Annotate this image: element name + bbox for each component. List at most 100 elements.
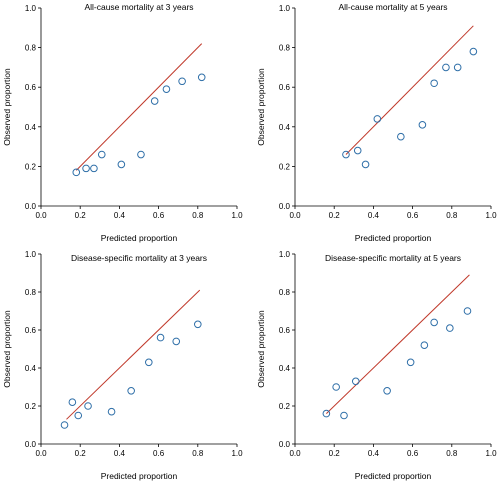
y-tick-label: 0.8 [279,44,291,53]
data-point [72,168,81,177]
data-point [90,164,98,173]
x-tick-label: 0.0 [289,449,301,458]
data-point [442,63,450,72]
data-point [197,73,206,82]
y-tick-label: 1.0 [279,4,291,13]
data-point [361,160,370,169]
reference-line [326,274,470,414]
chart-title: Disease-specific mortality at 5 years [325,253,461,263]
x-tick-label: 0.4 [114,211,126,220]
x-tick-label: 0.8 [192,449,204,458]
chart-panel-4: Disease-specific mortality at 5 years 0.0… [256,250,497,481]
data-point [397,132,405,141]
y-axis-label: Observed proportion [256,68,266,146]
chart-panel-1: All-cause mortality at 3 years 0.0 0.2 0.4 0… [2,2,243,243]
x-tick-label: 0.6 [407,211,419,220]
data-point [353,146,362,155]
x-tick-label: 1.0 [231,449,243,458]
y-tick-label: 0.6 [25,83,37,92]
y-tick-label: 0.2 [279,162,291,171]
data-point [453,63,462,72]
y-tick-label: 0.4 [25,123,37,132]
data-point [342,150,350,159]
data-point [107,407,116,416]
x-tick-label: 0.4 [368,211,380,220]
y-axis-label: Observed proportion [256,310,266,388]
x-tick-label: 0.4 [114,449,126,458]
y-tick-label: 0.4 [279,364,291,373]
x-tick-label: 1.0 [231,211,243,220]
data-point [178,77,186,86]
x-tick-label: 0.2 [75,449,87,458]
y-axis-label: Observed proportion [2,310,12,388]
y-tick-label: 0.2 [279,402,291,411]
x-axis-label: Predicted proportion [101,233,178,243]
chart-panel-2: All-cause mortality at 5 years 0.0 0.2 0.4 0… [256,2,497,243]
x-tick-label: 0.2 [329,211,341,220]
x-tick-label: 0.2 [329,449,341,458]
y-tick-label: 1.0 [25,4,37,13]
x-tick-label: 0.2 [75,211,87,220]
data-point [97,150,106,159]
data-point [68,398,77,407]
x-tick-label: 0.8 [446,449,458,458]
data-point [340,411,348,420]
chart-title: All-cause mortality at 5 years [338,2,447,12]
chart-title: All-cause mortality at 3 years [84,2,193,12]
data-point [194,320,202,329]
data-point [430,318,438,327]
data-point [406,358,415,367]
x-tick-label: 0.6 [407,449,419,458]
x-axis-label: Predicted proportion [101,471,178,481]
data-point [172,337,181,346]
data-point [84,402,92,410]
y-tick-label: 0.6 [279,83,291,92]
y-tick-label: 0.0 [25,202,37,211]
x-axis-label: Predicted proportion [355,233,432,243]
x-tick-label: 1.0 [485,449,497,458]
data-point [322,409,331,418]
x-tick-label: 0.8 [446,211,458,220]
reference-line [75,43,203,171]
data-point [332,383,340,391]
data-point [430,79,438,88]
x-tick-label: 0.0 [35,211,47,220]
data-point [145,358,153,367]
y-tick-label: 0.0 [25,440,37,449]
x-tick-label: 0.0 [35,449,47,458]
y-tick-label: 0.4 [279,123,291,132]
y-tick-label: 0.8 [25,44,37,53]
y-tick-label: 1.0 [279,250,291,259]
y-tick-label: 0.0 [279,440,291,449]
x-tick-label: 0.6 [153,449,165,458]
data-point [137,150,145,159]
reference-line [66,289,201,420]
data-point [420,341,429,350]
chart-panel-3: Disease-specific mortality at 3 years 0.0… [2,250,243,481]
y-tick-label: 0.6 [279,326,291,335]
y-tick-label: 0.6 [25,326,37,335]
data-point [117,160,126,169]
x-tick-label: 0.0 [289,211,301,220]
x-tick-label: 0.4 [368,449,380,458]
data-point [150,97,159,105]
y-tick-label: 1.0 [25,250,37,259]
y-axis-label: Observed proportion [2,68,12,146]
data-point [383,387,391,395]
data-point [351,377,360,386]
data-point [418,121,427,129]
x-axis-label: Predicted proportion [355,471,432,481]
data-point [127,387,135,395]
x-tick-label: 1.0 [485,211,497,220]
chart-title: Disease-specific mortality at 3 years [71,253,207,263]
y-tick-label: 0.4 [25,364,37,373]
x-tick-label: 0.8 [192,211,204,220]
y-tick-label: 0.8 [279,288,291,297]
y-tick-label: 0.2 [25,402,37,411]
y-tick-label: 0.2 [25,162,37,171]
data-point [74,411,83,420]
data-point [446,324,454,332]
data-point [60,421,69,429]
data-point [156,333,165,342]
